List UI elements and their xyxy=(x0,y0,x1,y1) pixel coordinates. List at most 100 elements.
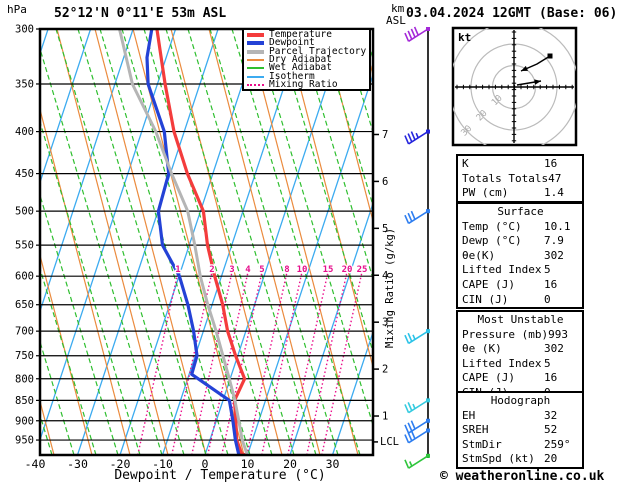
svg-text:0: 0 xyxy=(202,457,209,471)
plot-frame xyxy=(38,27,375,457)
svg-text:600: 600 xyxy=(15,271,34,283)
svg-text:300: 300 xyxy=(15,24,34,36)
background-field-lines xyxy=(40,29,373,455)
panel-row: CAPE (J) 16 xyxy=(462,278,579,293)
legend-label: Parcel Trajectory xyxy=(269,45,367,57)
svg-text:800: 800 xyxy=(15,373,34,385)
svg-text:850: 850 xyxy=(15,395,34,407)
panel-row-value: 16 xyxy=(544,157,558,170)
panel-row-value: 32 xyxy=(544,408,558,422)
svg-text:8: 8 xyxy=(284,265,289,275)
parcel-trajectory-curve xyxy=(118,29,250,455)
svg-text:30: 30 xyxy=(326,457,340,471)
lcl-marker-label: LCL xyxy=(380,436,399,448)
panel-row-label: PW (cm) xyxy=(462,186,509,200)
panel-row-label: Lifted Index xyxy=(462,263,542,277)
panel-title: Surface xyxy=(497,205,544,218)
svg-text:950: 950 xyxy=(15,435,34,447)
panel-row-label: SREH xyxy=(462,423,489,437)
legend-label: Isotherm xyxy=(269,70,315,82)
panel-row-value: 16 xyxy=(544,277,558,291)
svg-text:4: 4 xyxy=(245,265,251,275)
svg-text:6: 6 xyxy=(382,176,388,188)
svg-text:350: 350 xyxy=(15,78,34,90)
svg-text:900: 900 xyxy=(15,415,34,427)
panel-row-label: CIN (J) xyxy=(462,292,509,306)
panel-row-label: Lifted Index xyxy=(462,356,542,370)
svg-text:2: 2 xyxy=(209,265,214,275)
svg-text:550: 550 xyxy=(15,240,34,252)
panel-row-value: 1.4 xyxy=(544,186,564,200)
legend-swatch-dotted xyxy=(247,83,264,86)
svg-text:-20: -20 xyxy=(110,457,131,471)
panel-row: StmSpd (kt) 20 xyxy=(462,452,579,467)
svg-text:700: 700 xyxy=(15,326,34,338)
svg-text:500: 500 xyxy=(15,206,34,218)
mixing-ratio-axis-label: Mixing Ratio (g/kg) xyxy=(384,227,396,348)
legend-swatch-solid xyxy=(247,33,264,38)
panel-row: K 16 xyxy=(462,157,579,172)
legend-swatch-solid xyxy=(247,41,264,46)
legend-swatch-solid xyxy=(247,59,264,62)
panel-row-label: StmSpd (kt) xyxy=(462,452,535,466)
panel-row-value: 302 xyxy=(544,248,564,262)
temperature-curve xyxy=(155,29,249,455)
panel-row: PW (cm) 1.4 xyxy=(462,186,579,201)
panel-row-value: 993 xyxy=(548,327,568,341)
legend-item: Mixing Ratio xyxy=(247,80,369,89)
panel-row: CAPE (J) 16 xyxy=(462,371,579,386)
svg-text:10: 10 xyxy=(241,457,255,471)
axis-tick-labels: 3003504004505005506006507007508008509009… xyxy=(15,24,388,472)
legend-label: Dewpoint xyxy=(269,37,315,49)
svg-text:3: 3 xyxy=(382,317,388,329)
legend-box: Temperature Dewpoint Parcel Trajectory Dry … xyxy=(242,28,371,91)
panel-row-value: 302 xyxy=(544,342,564,356)
panel-row-value: 0 xyxy=(544,292,551,306)
sounding-curves xyxy=(118,29,250,455)
panel-row: Temp (°C) 10.1 xyxy=(462,220,579,235)
svg-text:10: 10 xyxy=(297,265,308,275)
station-title: 52°12'N 0°11'E 53m ASL xyxy=(54,6,227,21)
panel-row-value: 5 xyxy=(544,356,551,370)
panel-stability-indices: K 16 Totals Totals 47 PW (cm) 1.4 xyxy=(456,154,584,203)
panel-row-value: 7.9 xyxy=(544,234,564,248)
altitude-unit-km-label: km xyxy=(391,2,405,15)
legend-swatch-solid xyxy=(247,67,264,70)
panel-row-label: θe (K) xyxy=(462,342,502,356)
svg-text:7: 7 xyxy=(382,129,388,141)
altitude-unit-asl-label: ASL xyxy=(386,14,406,27)
wind-barb xyxy=(404,398,430,414)
panel-row-label: CAPE (J) xyxy=(462,371,515,385)
wind-barb xyxy=(404,428,430,444)
panel-row: EH 32 xyxy=(462,409,579,424)
panel-row-value: 259° xyxy=(544,437,571,451)
panel-row-value: 52 xyxy=(544,423,558,437)
panel-row-label: Dewp (°C) xyxy=(462,234,522,248)
wind-barb xyxy=(404,329,430,345)
legend-item: Dry Adiabat xyxy=(247,54,369,66)
panel-row: θe(K) 302 xyxy=(462,249,579,264)
panel-row-label: EH xyxy=(462,408,476,422)
legend-item: Temperature xyxy=(247,30,369,39)
panel-row-value: 5 xyxy=(544,263,551,277)
svg-text:1: 1 xyxy=(382,411,388,423)
wind-barb-column xyxy=(404,26,430,469)
run-datetime: 03.04.2024 12GMT (Base: 06) xyxy=(406,6,618,21)
wind-barb xyxy=(404,209,430,225)
panel-row-label: θe(K) xyxy=(462,248,496,262)
legend-label: Dry Adiabat xyxy=(269,54,332,66)
wind-barb xyxy=(404,26,430,42)
panel-row-label: Totals Totals xyxy=(462,171,549,185)
wind-barb xyxy=(404,129,430,145)
panel-surface: Surface Temp (°C) 10.1 Dewp (°C) 7.9 θe(K) 302… xyxy=(456,202,584,310)
panel-row: Lifted Index 5 xyxy=(462,357,579,372)
svg-text:5: 5 xyxy=(259,265,264,275)
copyright-text: © weatheronline.co.uk xyxy=(440,469,605,484)
legend-item: Isotherm xyxy=(247,70,369,82)
svg-text:20: 20 xyxy=(283,457,297,471)
panel-row-label: CAPE (J) xyxy=(462,277,515,291)
panel-row-value: 20 xyxy=(544,452,558,466)
svg-text:650: 650 xyxy=(15,299,34,311)
